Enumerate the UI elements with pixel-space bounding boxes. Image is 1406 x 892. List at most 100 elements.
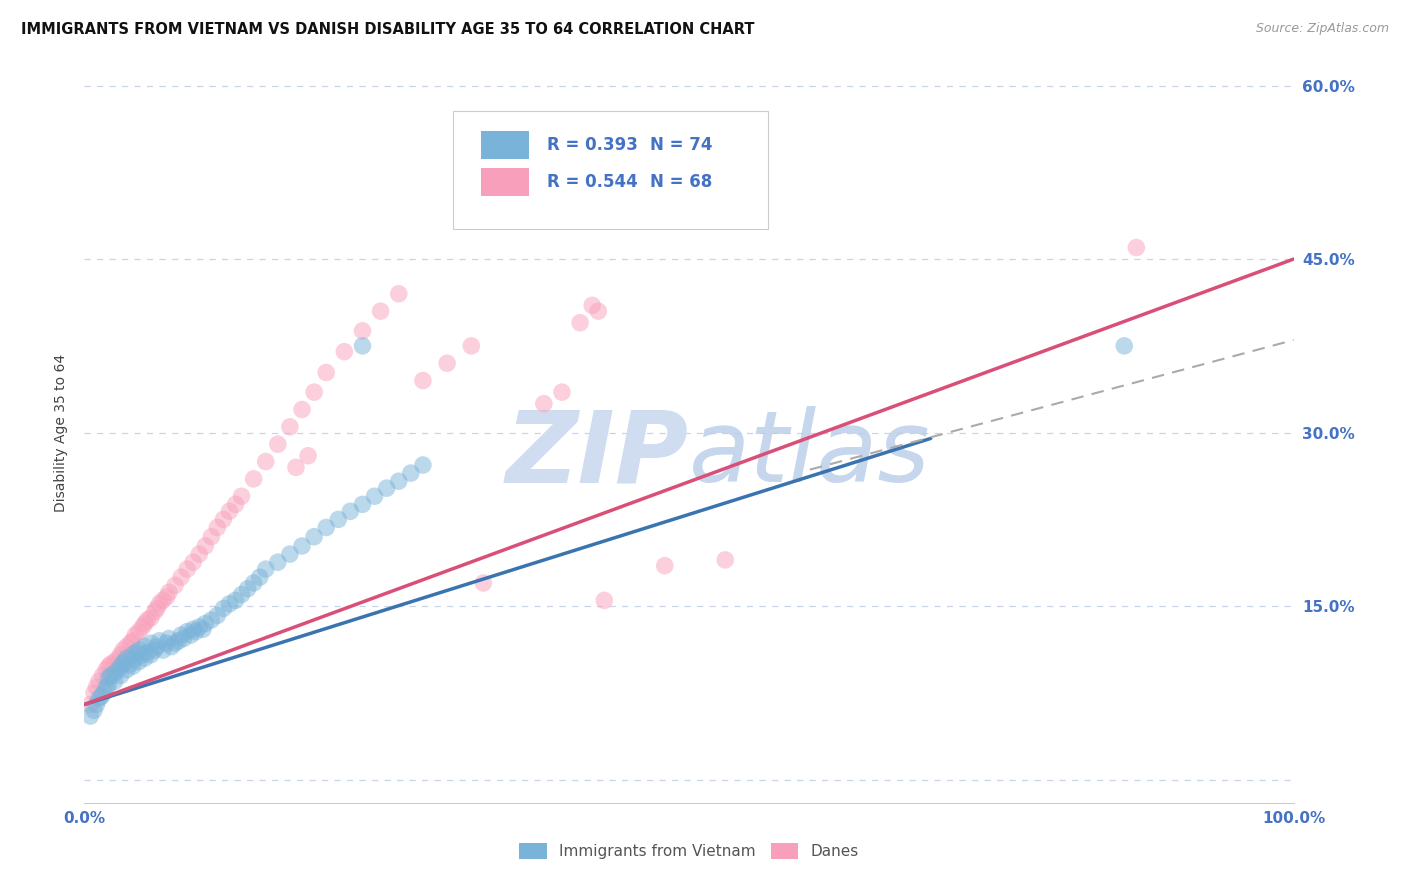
Point bbox=[714, 553, 737, 567]
Point bbox=[370, 304, 392, 318]
Point bbox=[97, 659, 120, 673]
Point bbox=[120, 657, 142, 671]
Point bbox=[115, 640, 138, 654]
Point bbox=[157, 632, 180, 646]
Point bbox=[110, 648, 132, 662]
Point bbox=[249, 570, 271, 584]
Point bbox=[155, 636, 177, 650]
Point bbox=[94, 680, 117, 694]
Point bbox=[333, 344, 356, 359]
Point bbox=[152, 643, 174, 657]
FancyBboxPatch shape bbox=[481, 130, 529, 159]
Point bbox=[194, 539, 217, 553]
Point bbox=[581, 298, 603, 312]
Point bbox=[200, 613, 222, 627]
Point bbox=[107, 663, 129, 677]
Point bbox=[86, 680, 108, 694]
Point bbox=[207, 520, 229, 534]
Point bbox=[167, 633, 190, 648]
Point bbox=[157, 585, 180, 599]
Point bbox=[236, 582, 259, 596]
Point bbox=[139, 636, 162, 650]
Point bbox=[134, 616, 156, 631]
Point bbox=[188, 547, 211, 561]
Point bbox=[110, 668, 132, 682]
Text: R = 0.393: R = 0.393 bbox=[547, 136, 638, 153]
Point bbox=[339, 504, 361, 518]
Point bbox=[146, 601, 169, 615]
Point bbox=[328, 512, 350, 526]
Point bbox=[139, 610, 162, 624]
Point bbox=[593, 593, 616, 607]
Point bbox=[139, 648, 162, 662]
Point bbox=[97, 678, 120, 692]
Point bbox=[291, 402, 314, 417]
Point bbox=[212, 601, 235, 615]
Point bbox=[352, 339, 374, 353]
Point bbox=[352, 324, 374, 338]
Point bbox=[399, 466, 422, 480]
Point bbox=[90, 690, 112, 704]
Point bbox=[472, 576, 495, 591]
Point bbox=[100, 657, 122, 671]
Point bbox=[148, 633, 170, 648]
Point bbox=[165, 578, 187, 592]
Point bbox=[231, 489, 253, 503]
Point bbox=[242, 576, 264, 591]
Point bbox=[125, 645, 148, 659]
Point bbox=[302, 530, 325, 544]
Text: R = 0.544: R = 0.544 bbox=[547, 173, 638, 191]
Point bbox=[120, 636, 142, 650]
Point bbox=[297, 449, 319, 463]
Point bbox=[1114, 339, 1136, 353]
Text: Source: ZipAtlas.com: Source: ZipAtlas.com bbox=[1256, 22, 1389, 36]
Point bbox=[160, 640, 183, 654]
Point bbox=[352, 497, 374, 511]
Point bbox=[112, 657, 135, 671]
Point bbox=[291, 539, 314, 553]
Point bbox=[104, 674, 127, 689]
Point bbox=[654, 558, 676, 573]
Point bbox=[278, 420, 301, 434]
Point bbox=[191, 622, 214, 636]
Text: IMMIGRANTS FROM VIETNAM VS DANISH DISABILITY AGE 35 TO 64 CORRELATION CHART: IMMIGRANTS FROM VIETNAM VS DANISH DISABI… bbox=[21, 22, 755, 37]
Point bbox=[100, 668, 122, 682]
Point bbox=[225, 497, 247, 511]
Point bbox=[83, 703, 105, 717]
Point bbox=[231, 588, 253, 602]
Point bbox=[104, 666, 127, 681]
Point bbox=[115, 663, 138, 677]
Point bbox=[176, 624, 198, 639]
Point bbox=[128, 624, 150, 639]
Point bbox=[121, 659, 143, 673]
Point bbox=[654, 183, 676, 197]
Point bbox=[131, 620, 153, 634]
Point bbox=[87, 691, 110, 706]
Point bbox=[124, 651, 146, 665]
Point bbox=[533, 397, 555, 411]
Point bbox=[388, 474, 411, 488]
Point bbox=[267, 555, 290, 569]
Point bbox=[91, 668, 114, 682]
Point bbox=[551, 385, 574, 400]
Legend: Immigrants from Vietnam, Danes: Immigrants from Vietnam, Danes bbox=[513, 838, 865, 865]
Point bbox=[375, 481, 398, 495]
Point bbox=[143, 605, 166, 619]
Point bbox=[254, 562, 277, 576]
Point bbox=[194, 616, 217, 631]
Point bbox=[278, 547, 301, 561]
Point bbox=[148, 597, 170, 611]
Point bbox=[136, 613, 159, 627]
Point bbox=[254, 454, 277, 468]
Point bbox=[315, 366, 337, 380]
Point bbox=[107, 651, 129, 665]
Point bbox=[460, 339, 482, 353]
Point bbox=[170, 570, 193, 584]
Point bbox=[363, 489, 385, 503]
Point bbox=[267, 437, 290, 451]
Point bbox=[181, 555, 204, 569]
Point bbox=[218, 597, 240, 611]
Point bbox=[94, 663, 117, 677]
Point bbox=[86, 698, 108, 712]
Point bbox=[136, 645, 159, 659]
